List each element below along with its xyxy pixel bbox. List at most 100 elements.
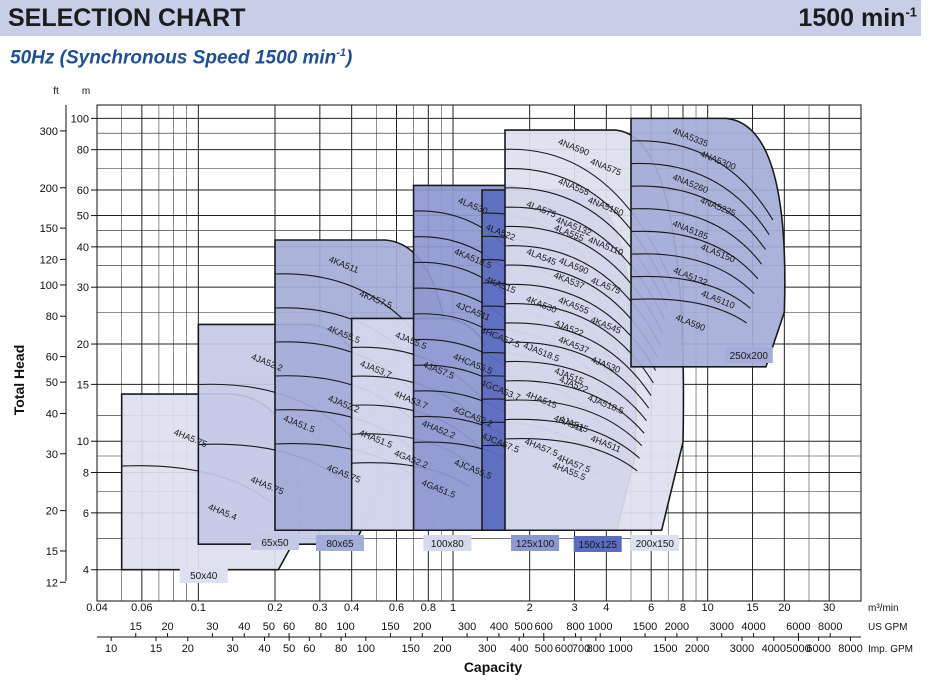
size-box-250x200: [724, 347, 773, 363]
impeller-curve-4LA590: [630, 298, 747, 324]
speed-value: 1500 min: [798, 4, 906, 32]
impeller-curve-4LA5110: [630, 275, 751, 309]
x-tick-label-gpm: 80: [315, 621, 327, 633]
impeller-curve-4JA530: [504, 341, 650, 409]
x-tick-label-imp: 1000: [608, 643, 632, 655]
x-tick-label-imp: 30: [227, 643, 239, 655]
y-tick-label-ft: 50: [46, 377, 58, 389]
x-tick-label-gpm: 300: [458, 621, 476, 633]
x-tick-label-imp: 1500: [653, 643, 677, 655]
y-tick-label-ft: 60: [46, 352, 58, 364]
x-tick-label-gpm: 400: [490, 621, 508, 633]
size-box-50x40: [179, 567, 228, 583]
x-tick-label-m3: 1: [450, 602, 456, 614]
chart-regions: [120, 117, 786, 571]
x-tick-label-m3: 0.06: [131, 602, 152, 614]
x-tick-label-m3: 4: [603, 602, 609, 614]
x-tick-label-m3: 15: [746, 602, 758, 614]
size-box-200x150: [630, 535, 679, 551]
x-tick-label-imp: 20: [182, 643, 194, 655]
y-tick-label-ft: 120: [40, 254, 58, 266]
impeller-curve-4NA5260: [630, 162, 770, 236]
x-tick-label-m3: 0.1: [191, 602, 206, 614]
plot-frame: [96, 104, 862, 602]
impeller-curve-4NA5185: [630, 208, 763, 265]
y-tick-label-m: 8: [83, 468, 89, 480]
x-tick-label-m3: 8: [680, 602, 686, 614]
x-tick-label-gpm: 600: [535, 621, 553, 633]
impeller-curve-4KA537: [504, 322, 652, 396]
size-box-65x50: [251, 534, 300, 550]
x-tick-label-imp: 15: [150, 643, 162, 655]
x-tick-label-imp: 800: [587, 643, 605, 655]
x-unit-imp: Imp. GPM: [868, 644, 913, 655]
x-tick-label-gpm: 8000: [818, 621, 842, 633]
size-label-50x40: 50x40: [190, 571, 218, 582]
x-axis-title: Capacity: [464, 659, 523, 675]
impeller-curve-4HA511: [504, 418, 640, 459]
impeller-curve-4JA515: [504, 399, 643, 447]
x-tick-label-imp: 150: [401, 643, 419, 655]
y-tick-label-ft: 30: [46, 449, 58, 461]
x-tick-label-gpm: 6000: [786, 621, 810, 633]
x-tick-label-gpm: 40: [238, 621, 250, 633]
y-unit-m: m: [82, 86, 90, 97]
y-tick-label-ft: 20: [46, 506, 58, 518]
chart-subtitle: 50Hz (Synchronous Speed 1500 min-1): [10, 47, 352, 69]
speed-exponent: -1: [905, 4, 917, 20]
subtitle-close: ): [346, 47, 353, 69]
y-tick-label-m: 60: [77, 185, 89, 197]
x-tick-label-m3: 30: [823, 602, 835, 614]
impeller-curve-4NA5300: [630, 140, 774, 221]
y-tick-label-ft: 12: [46, 577, 58, 589]
page-title: SELECTION CHART: [8, 4, 246, 32]
x-tick-label-m3: 0.3: [312, 602, 327, 614]
impeller-curve-4JA518.5: [504, 380, 645, 434]
y-tick-label-ft: 150: [40, 223, 58, 235]
x-unit-gpm: US GPM: [868, 622, 907, 633]
impeller-curve-4HA57.5: [504, 437, 638, 472]
x-tick-label-gpm: 1500: [633, 621, 657, 633]
impeller-curve-4JA522: [504, 360, 647, 422]
x-tick-label-gpm: 50: [263, 621, 275, 633]
x-tick-label-gpm: 20: [161, 621, 173, 633]
header-band: [0, 0, 921, 36]
x-tick-label-gpm: 60: [283, 621, 295, 633]
x-tick-label-imp: 200: [433, 643, 451, 655]
x-tick-label-imp: 500: [535, 643, 553, 655]
size-box-150x125: [573, 536, 622, 552]
chart-axes: 1008060504030201510864300200150120100806…: [11, 86, 913, 675]
x-tick-label-m3: 0.4: [344, 602, 359, 614]
y-unit-ft: ft: [53, 86, 59, 97]
x-tick-label-m3: 0.04: [86, 602, 107, 614]
y-tick-label-m: 6: [83, 508, 89, 520]
x-tick-label-imp: 6000: [806, 643, 830, 655]
x-tick-label-imp: 80: [335, 643, 347, 655]
x-tick-label-gpm: 15: [130, 621, 142, 633]
x-tick-label-gpm: 800: [566, 621, 584, 633]
x-tick-label-gpm: 4000: [741, 621, 765, 633]
x-tick-label-m3: 3: [571, 602, 577, 614]
impeller-curve-4NA5225: [630, 185, 766, 250]
size-label-200x150: 200x150: [636, 539, 675, 550]
subtitle-exponent: -1: [336, 47, 347, 59]
y-tick-label-m: 20: [77, 339, 89, 351]
y-tick-label-m: 100: [71, 113, 89, 125]
x-tick-label-gpm: 500: [514, 621, 532, 633]
x-tick-label-imp: 600: [555, 643, 573, 655]
x-tick-label-m3: 10: [702, 602, 714, 614]
impeller-curve-4LA5132: [630, 253, 755, 295]
x-tick-label-m3: 20: [778, 602, 790, 614]
x-tick-label-imp: 300: [478, 643, 496, 655]
x-tick-label-m3: 6: [648, 602, 654, 614]
x-tick-label-gpm: 100: [336, 621, 354, 633]
y-tick-label-m: 50: [77, 211, 89, 223]
x-tick-label-imp: 400: [510, 643, 528, 655]
x-tick-label-m3: 2: [527, 602, 533, 614]
x-tick-label-imp: 700: [572, 643, 590, 655]
x-tick-label-m3: 0.2: [267, 602, 282, 614]
x-tick-label-imp: 8000: [838, 643, 862, 655]
y-tick-label-ft: 15: [46, 546, 58, 558]
x-tick-label-imp: 100: [357, 643, 375, 655]
